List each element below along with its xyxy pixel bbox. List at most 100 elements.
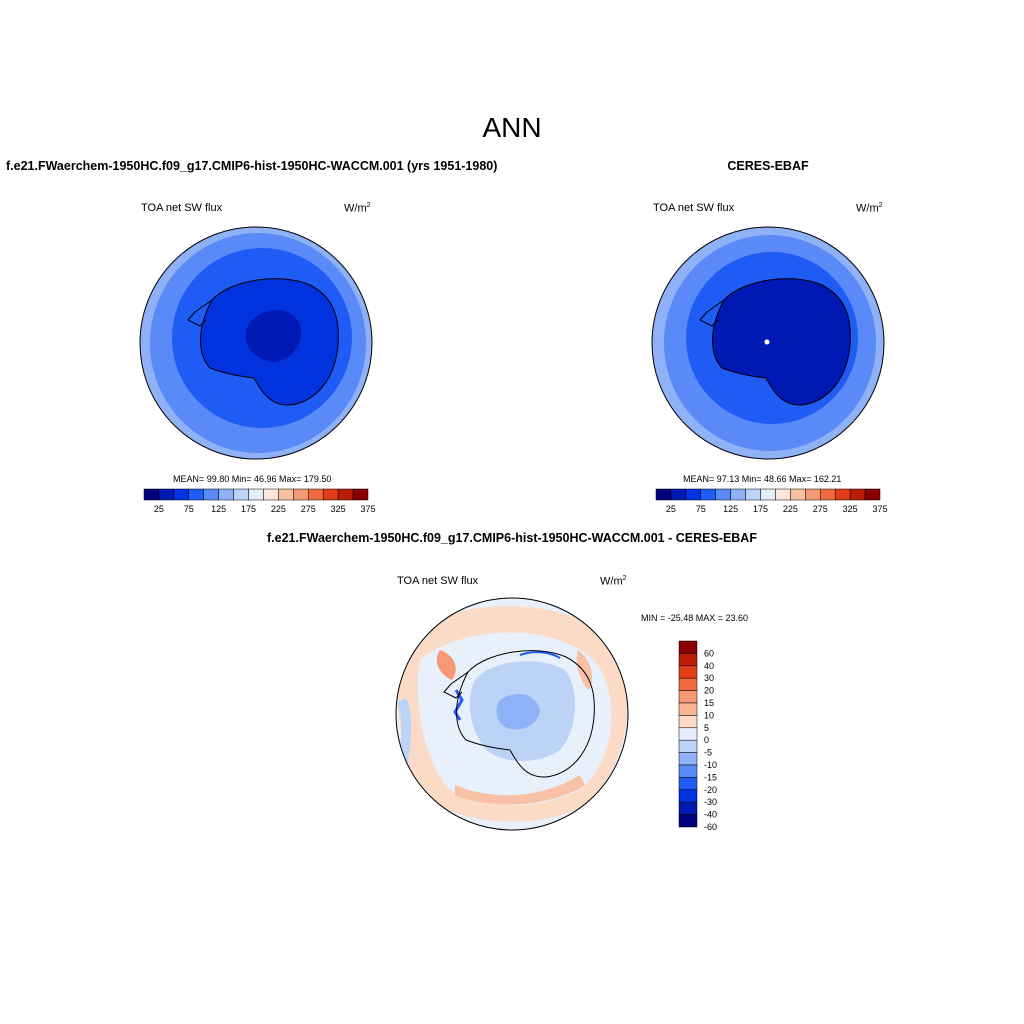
panel3-stats: MIN = -25.48 MAX = 23.60 bbox=[641, 613, 749, 623]
panel2-map bbox=[652, 227, 884, 459]
panel3-colorbar-box bbox=[678, 640, 698, 654]
panel1-colorbar-box bbox=[263, 488, 279, 501]
panel1-colorbar-label: 25 bbox=[154, 504, 164, 514]
panel1-colorbar-box bbox=[337, 488, 354, 501]
panel3-colorbar-box bbox=[678, 727, 698, 741]
panel3-colorbar-box bbox=[678, 702, 698, 716]
panel3-colorbar-label: 10 bbox=[704, 710, 714, 720]
panel2-colorbar-box bbox=[745, 488, 761, 501]
main-title: ANN bbox=[482, 112, 542, 143]
panel2-colorbar-box bbox=[715, 488, 731, 501]
panel3-colorbar-label: 15 bbox=[704, 698, 714, 708]
panel1-colorbar-box bbox=[233, 488, 249, 501]
panel3-colorbar-box bbox=[678, 814, 698, 828]
panel3-map-border bbox=[395, 597, 629, 831]
panel3-colorbar-box bbox=[678, 752, 698, 766]
panel2-colorbar-label: 25 bbox=[666, 504, 676, 514]
panel3-colorbar-label: -5 bbox=[704, 748, 712, 758]
panel3-colorbar-box bbox=[678, 665, 698, 679]
panel2-colorbar-box bbox=[849, 488, 866, 501]
panel2-colorbar-box bbox=[790, 488, 806, 501]
panel3-colorbar-label: 30 bbox=[704, 673, 714, 683]
panel1-coastline bbox=[200, 278, 339, 406]
panel1-colorbar-label: 275 bbox=[301, 504, 316, 514]
panel3-colorbar-label: -40 bbox=[704, 810, 717, 820]
panel1-map-border bbox=[139, 226, 373, 460]
panel3-neg-core bbox=[496, 694, 540, 730]
panel3-colorbar-box bbox=[678, 777, 698, 791]
panel1-peninsula bbox=[187, 299, 213, 327]
panel3-colorbar: 60 40 30 20 15 10 5 0 -5 -10 -15 -20 -30 -40 -60 bbox=[678, 640, 717, 832]
panel1-colorbar-box bbox=[173, 488, 190, 501]
panel3-colorbar-box bbox=[678, 677, 698, 691]
panel3-colorbar-label: -60 bbox=[704, 822, 717, 832]
panel2-colorbar-label: 175 bbox=[753, 504, 768, 514]
panel2-colorbar-box bbox=[834, 488, 851, 501]
panel1-units: W/m2 bbox=[344, 202, 371, 215]
panel1-units-exp: 2 bbox=[366, 202, 371, 209]
panel3-colorbar-box bbox=[678, 690, 698, 704]
panel3-pos-patch-west bbox=[436, 650, 456, 680]
panel1-colorbar-label: 325 bbox=[331, 504, 346, 514]
panel1-colorbar: 25 75 125 175 225 275 325 375 bbox=[143, 488, 376, 514]
panel3-colorbar-label: -15 bbox=[704, 772, 717, 782]
panel1-colorbar-box bbox=[322, 488, 339, 501]
panel2-colorbar-box bbox=[730, 488, 746, 501]
panel3-colorbar-label: 0 bbox=[704, 735, 709, 745]
panel1-colorbar-box bbox=[352, 488, 369, 501]
panel2-units-exp: 2 bbox=[878, 202, 883, 209]
panel2-colorbar: 25 75 125 175 225 275 325 375 bbox=[655, 488, 888, 514]
panel2-colorbar-box bbox=[655, 488, 672, 501]
panel2-stats: MEAN= 97.13 Min= 48.66 Max= 162.21 bbox=[683, 474, 842, 484]
panel1-colorbar-label: 75 bbox=[184, 504, 194, 514]
panel2-colorbar-box bbox=[864, 488, 881, 501]
panel3-pos-band-south bbox=[455, 775, 585, 805]
panel1-colorbar-label: 225 bbox=[271, 504, 286, 514]
panel3-map bbox=[396, 598, 628, 830]
panel3-colorbar-box bbox=[678, 715, 698, 729]
panel2-map-border bbox=[651, 226, 885, 460]
panel1-colorbar-box bbox=[203, 488, 219, 501]
panel2-colorbar-label: 275 bbox=[813, 504, 828, 514]
panel2-colorbar-box bbox=[670, 488, 687, 501]
panel2-colorbar-label: 225 bbox=[783, 504, 798, 514]
panel2-colorbar-label: 125 bbox=[723, 504, 738, 514]
panel2-units: W/m2 bbox=[856, 202, 883, 215]
panel2-colorbar-box bbox=[760, 488, 776, 501]
panel3-colorbar-box bbox=[678, 764, 698, 778]
panel1-variable-label: TOA net SW flux bbox=[141, 202, 223, 214]
panel2-colorbar-box bbox=[700, 488, 716, 501]
panel2-title: CERES-EBAF bbox=[727, 159, 809, 173]
panel2-colorbar-box bbox=[685, 488, 702, 501]
panel2-colorbar-label: 325 bbox=[843, 504, 858, 514]
panel3-coastline bbox=[456, 650, 595, 778]
panel1-title: f.e21.FWaerchem-1950HC.f09_g17.CMIP6-his… bbox=[6, 159, 498, 173]
panel1-colorbar-label: 175 bbox=[241, 504, 256, 514]
panel1-colorbar-box bbox=[218, 488, 234, 501]
panel3-neg-coast-strip-north bbox=[519, 651, 561, 659]
panel3-colorbar-box bbox=[678, 801, 698, 815]
panel2-peninsula bbox=[699, 299, 725, 327]
panel3-colorbar-label: 20 bbox=[704, 686, 714, 696]
panel2-units-base: W/m bbox=[856, 202, 879, 215]
panel3-colorbar-label: -30 bbox=[704, 797, 717, 807]
panel1-colorbar-box bbox=[143, 488, 160, 501]
panel1-colorbar-box bbox=[188, 488, 204, 501]
panel2-colorbar-label: 75 bbox=[696, 504, 706, 514]
panel2-coastline bbox=[712, 278, 851, 406]
panel2-pole-gap bbox=[764, 339, 770, 345]
panel1-colorbar-box bbox=[308, 488, 324, 501]
panel3-colorbar-box bbox=[678, 653, 698, 667]
panel2-ice-sheet bbox=[712, 278, 851, 406]
panel1-colorbar-box bbox=[158, 488, 175, 501]
panel2-colorbar-box bbox=[805, 488, 821, 501]
panel1-colorbar-box bbox=[278, 488, 294, 501]
panel2-colorbar-box bbox=[820, 488, 836, 501]
panel1-colorbar-label: 125 bbox=[211, 504, 226, 514]
panel3-colorbar-label: 5 bbox=[704, 723, 709, 733]
panel1-colorbar-box bbox=[293, 488, 309, 501]
panel3-pos-patch-east bbox=[576, 650, 593, 690]
panel3-colorbar-label: -10 bbox=[704, 760, 717, 770]
panel1-stats: MEAN= 99.80 Min= 46.96 Max= 179.50 bbox=[173, 474, 332, 484]
